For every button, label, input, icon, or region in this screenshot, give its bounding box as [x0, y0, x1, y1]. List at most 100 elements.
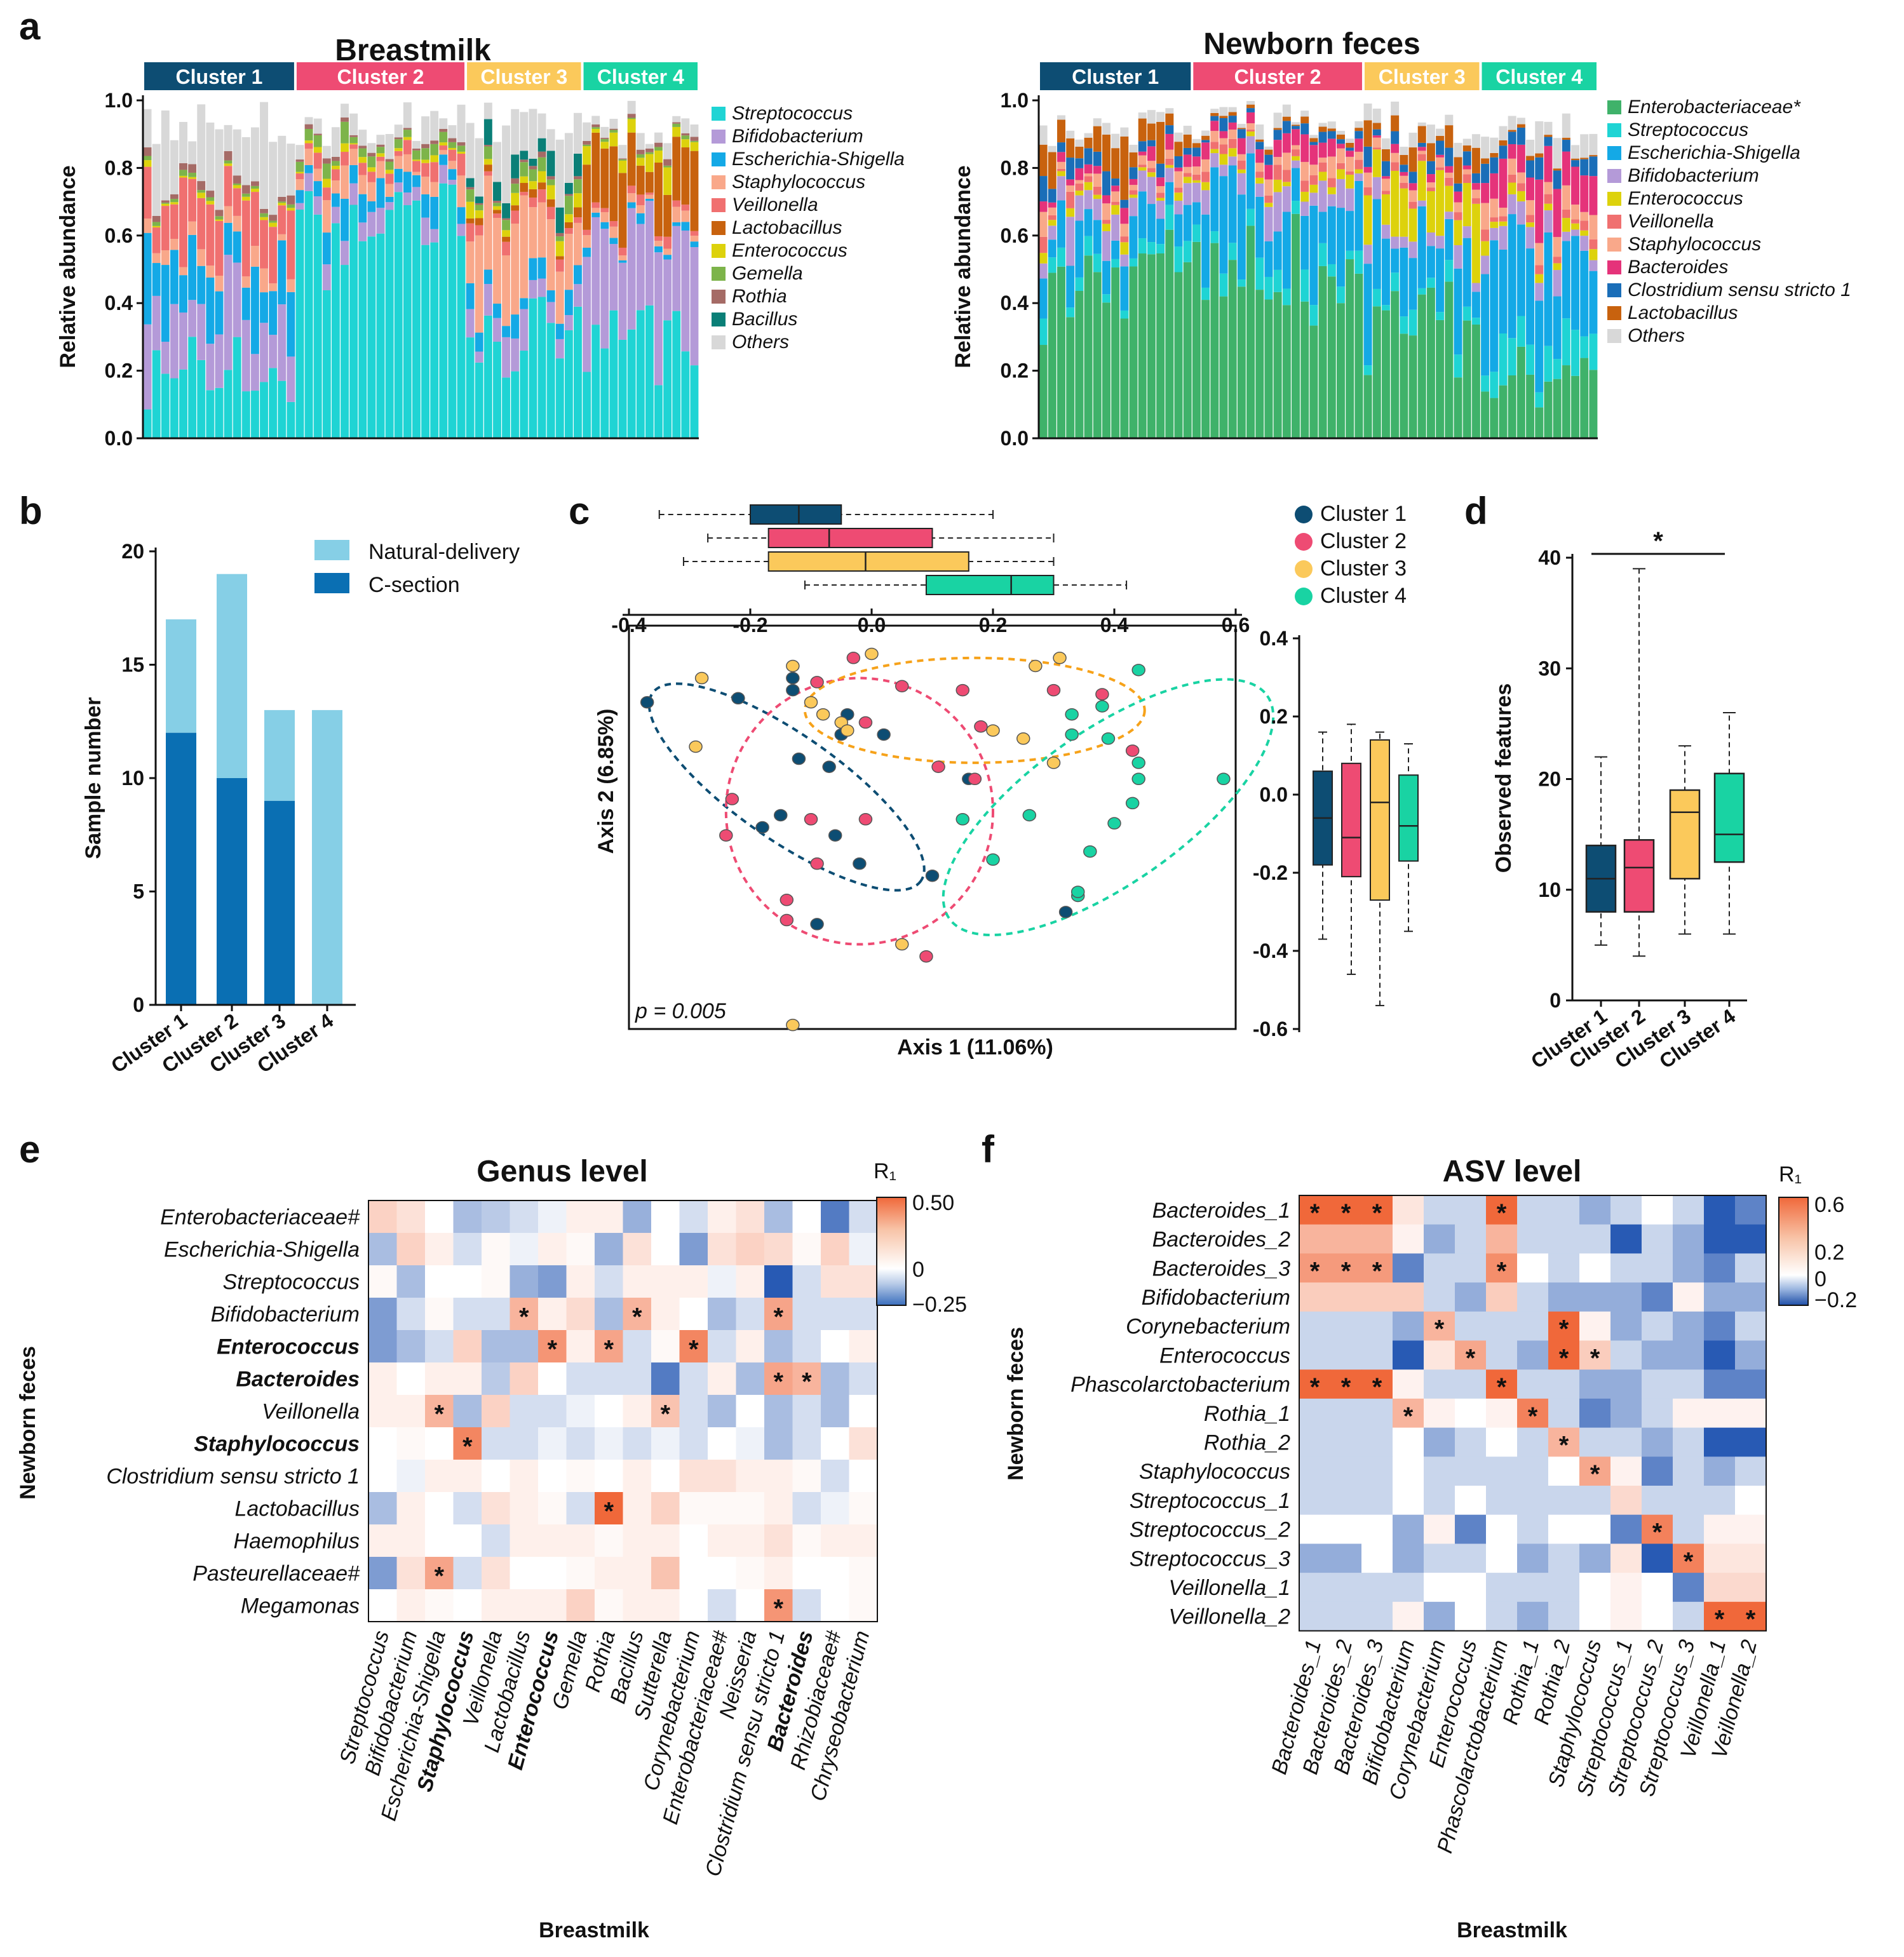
bar-segment-streptococcus [583, 372, 591, 438]
bar-segment-rothia [376, 144, 385, 147]
bar-segment-veillonella [1138, 165, 1147, 168]
f-row-labels: Bacteroides_1Bacteroides_2Bacteroides_3B… [1070, 1199, 1290, 1629]
e-xlabel: Breastmilk [539, 1918, 649, 1942]
heat-cell [623, 1492, 652, 1525]
bar-segment-bacteroides [1381, 176, 1390, 179]
legend-swatch-natural [314, 540, 349, 560]
bar-segment-gemella [143, 156, 152, 161]
heat-cell [396, 1557, 426, 1590]
bar-segment-streptococcus [520, 351, 529, 438]
bar-segment-others [1084, 133, 1093, 138]
bar-segment-enterobacteriaceae [1327, 276, 1336, 438]
bar-segment-escherichia-shigella [394, 168, 403, 183]
bar-segment-bacteroides [1372, 135, 1381, 138]
heat-cell [1735, 1398, 1767, 1429]
box-x-cluster-4 [925, 575, 1055, 595]
bar-segment-staphylococcus [1282, 152, 1291, 170]
bar-segment-others [394, 124, 403, 138]
bar-segment-rothia [206, 191, 215, 198]
row-label-bifidobacterium: Bifidobacterium [211, 1303, 360, 1327]
point-cluster-4 [1217, 772, 1231, 786]
heat-cell [1424, 1224, 1455, 1254]
bar-segment-enterococcus [278, 203, 287, 206]
bar-segment-enterococcus [1292, 156, 1300, 161]
bar-segment-lactobacillus [466, 218, 475, 224]
bar-segment-streptococcus [564, 330, 573, 438]
bar-segment-enterococcus [1571, 223, 1580, 230]
bar-segment-rothia [591, 124, 600, 128]
bar-segment-enterococcus [1327, 187, 1336, 194]
heat-cell [1642, 1369, 1673, 1399]
bar-segment-bifidobacterium [555, 339, 564, 359]
ellipse-cluster-1 [647, 682, 926, 892]
bar-segment-others [1436, 128, 1445, 136]
bar-segment-enterococcus [1490, 222, 1499, 228]
heat-cell [1642, 1398, 1673, 1429]
bar-segment-bacteroides [1336, 144, 1345, 149]
bar-segment-enterococcus [663, 167, 672, 195]
point-cluster-1 [731, 692, 745, 705]
heat-cell [764, 1200, 793, 1234]
bar-segment-veillonella [1084, 176, 1093, 182]
heat-cell [396, 1330, 426, 1363]
heat-cell [1673, 1311, 1705, 1341]
heat-cell [849, 1524, 878, 1557]
bar-segment-staphylococcus [1246, 123, 1255, 130]
bar-segment-bacteroides [1499, 158, 1508, 208]
bar-segment-escherichia-shigella [502, 326, 511, 337]
e-ylabel: Newborn feces [16, 1346, 40, 1500]
bar-segment-escherichia-shigella [1255, 196, 1264, 258]
bar-segment-staphylococcus [215, 276, 224, 292]
bar-segment-lactobacillus [654, 163, 663, 236]
b-ylabel: Sample number [81, 697, 105, 859]
bar-segment-streptococcus [1192, 224, 1201, 242]
bar-segment-bifidobacterium [1201, 190, 1210, 215]
feces-title: Newborn feces [1203, 27, 1420, 61]
bar-segment-bifidobacterium [672, 225, 681, 311]
bar-segment-veillonella [1499, 216, 1508, 222]
bar-segment-escherichia-shigella [1499, 249, 1508, 334]
bar-segment-clostridium-sensu-stricto-1 [1165, 125, 1174, 134]
bar-segment-enterococcus [1354, 169, 1363, 174]
bar-segment-rothia [654, 142, 663, 147]
bar-segment-enterococcus [421, 159, 430, 163]
bar-segment-veillonella [1571, 219, 1580, 224]
point-cluster-3 [786, 659, 800, 673]
bar-segment-bacillus [564, 182, 573, 194]
bar-segment-gemella [600, 138, 609, 142]
box-cluster-4 [1713, 772, 1745, 863]
heat-cell [1424, 1369, 1455, 1399]
legend-dot-cluster-4 [1295, 588, 1313, 605]
bar-segment-streptococcus [430, 242, 439, 438]
heat-cell [538, 1492, 567, 1525]
bar-segment-escherichia-shigella [349, 165, 358, 184]
heat-cell [1642, 1253, 1673, 1283]
bar-segment-enterobacteriaceae [1120, 318, 1129, 438]
bar-segment-rothia [188, 164, 197, 173]
heat-cell [1735, 1573, 1767, 1603]
bar-segment-escherichia-shigella [439, 154, 448, 165]
heat-cell [396, 1298, 426, 1331]
y-tick-label: 0.6 [1001, 224, 1029, 247]
heat-cell [425, 1492, 454, 1525]
bar-segment-veillonella [341, 152, 349, 166]
bar-segment-gemella [233, 183, 241, 185]
heat-cell [1642, 1573, 1673, 1603]
ellipse-cluster-4 [942, 678, 1275, 936]
heat-cell [482, 1298, 510, 1331]
bar-segment-gemella [483, 146, 492, 159]
bar-segment-enterococcus [672, 126, 681, 137]
bar-segment-staphylococcus [1391, 152, 1400, 163]
bar-segment-enterobacteriaceae [1084, 255, 1093, 438]
legend-swatch-bacteroides [1607, 260, 1621, 274]
bar-segment-bacteroides [1445, 166, 1454, 173]
bar-segment-bifidobacterium [654, 252, 663, 386]
bar-segment-lactobacillus [1309, 138, 1318, 142]
bar-segment-streptococcus [1553, 359, 1562, 379]
bar-segment-bacteroides [1129, 178, 1138, 185]
heat-cell [1393, 1543, 1424, 1573]
heat-cell [1455, 1427, 1487, 1457]
f-cbar-tick-4: −0.2 [1814, 1288, 1857, 1312]
heat-cell [1361, 1601, 1393, 1631]
bar-segment-enterococcus [1129, 194, 1138, 198]
